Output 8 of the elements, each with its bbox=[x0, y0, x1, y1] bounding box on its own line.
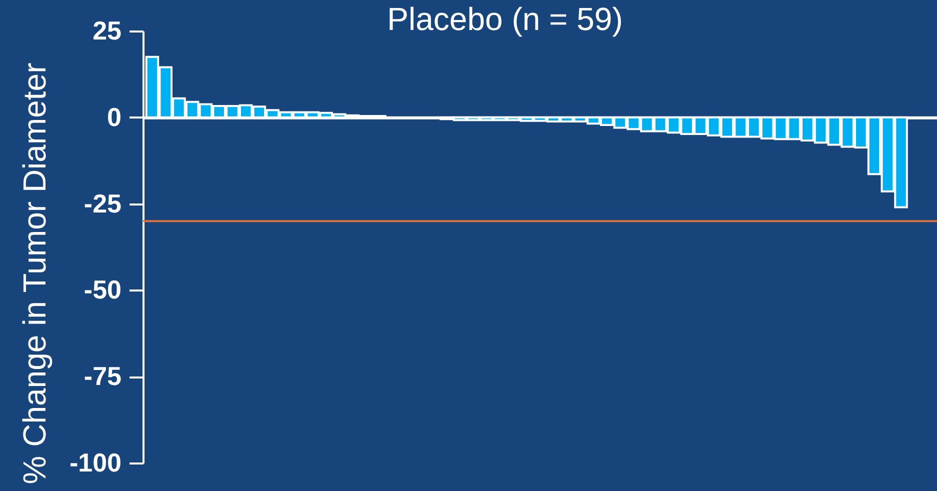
y-tick-label: -75 bbox=[84, 361, 122, 392]
y-tick-label: -50 bbox=[84, 274, 122, 305]
y-tick-label: -100 bbox=[69, 448, 122, 478]
chart-title: Placebo (n = 59) bbox=[387, 1, 623, 37]
y-tick-label: 0 bbox=[107, 102, 122, 132]
y-tick-label: 25 bbox=[92, 16, 122, 46]
y-axis-title: % Change in Tumor Diameter bbox=[16, 62, 52, 484]
y-tick-label: -25 bbox=[84, 188, 122, 218]
